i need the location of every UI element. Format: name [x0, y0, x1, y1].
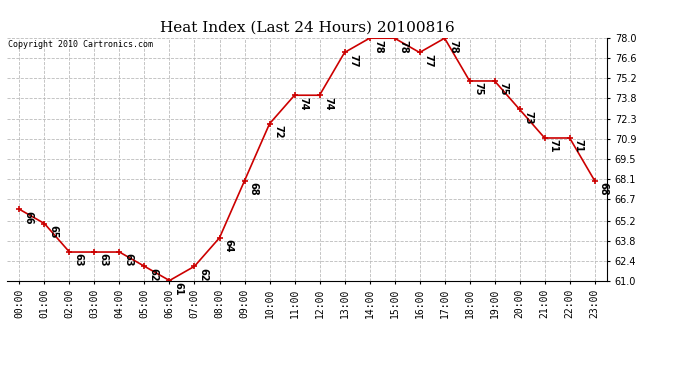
- Text: 71: 71: [549, 140, 559, 153]
- Text: Copyright 2010 Cartronics.com: Copyright 2010 Cartronics.com: [8, 40, 153, 49]
- Title: Heat Index (Last 24 Hours) 20100816: Heat Index (Last 24 Hours) 20100816: [159, 21, 455, 35]
- Text: 63: 63: [124, 254, 134, 267]
- Text: 78: 78: [448, 40, 459, 53]
- Text: 74: 74: [324, 97, 334, 110]
- Text: 77: 77: [348, 54, 359, 68]
- Text: 61: 61: [174, 282, 184, 296]
- Text: 74: 74: [299, 97, 308, 110]
- Text: 72: 72: [274, 125, 284, 139]
- Text: 68: 68: [248, 182, 259, 196]
- Text: 75: 75: [499, 82, 509, 96]
- Text: 62: 62: [199, 268, 208, 281]
- Text: 63: 63: [99, 254, 108, 267]
- Text: 78: 78: [374, 40, 384, 53]
- Text: 63: 63: [74, 254, 83, 267]
- Text: 73: 73: [524, 111, 534, 125]
- Text: 68: 68: [599, 182, 609, 196]
- Text: 77: 77: [424, 54, 434, 68]
- Text: 66: 66: [23, 211, 34, 224]
- Text: 75: 75: [474, 82, 484, 96]
- Text: 71: 71: [574, 140, 584, 153]
- Text: 65: 65: [48, 225, 59, 238]
- Text: 62: 62: [148, 268, 159, 281]
- Text: 78: 78: [399, 40, 408, 53]
- Text: 64: 64: [224, 239, 234, 253]
